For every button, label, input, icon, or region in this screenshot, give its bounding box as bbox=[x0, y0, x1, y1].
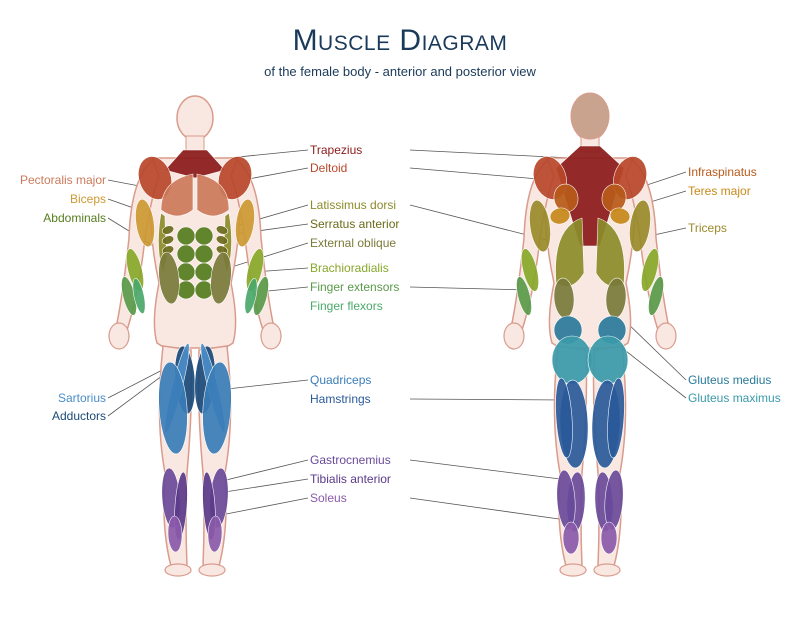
muscle-label: Trapezius bbox=[310, 143, 362, 157]
muscle-label: External oblique bbox=[310, 236, 396, 250]
muscle-label: Finger extensors bbox=[310, 280, 399, 294]
muscle-label: Triceps bbox=[688, 221, 727, 235]
muscle-label: Finger flexors bbox=[310, 299, 383, 313]
muscle-label: Latissimus dorsi bbox=[310, 198, 396, 212]
muscle-label: Gluteus medius bbox=[688, 373, 771, 387]
muscle-label: Biceps bbox=[70, 192, 106, 206]
muscle-label: Deltoid bbox=[310, 161, 347, 175]
muscle-label: Soleus bbox=[310, 491, 347, 505]
muscle-label: Gluteus maximus bbox=[688, 391, 781, 405]
muscle-label: Gastrocnemius bbox=[310, 453, 391, 467]
muscle-label: Sartorius bbox=[58, 391, 106, 405]
muscle-label: Teres major bbox=[688, 184, 751, 198]
muscle-label: Quadriceps bbox=[310, 373, 371, 387]
muscle-label: Brachioradialis bbox=[310, 261, 389, 275]
muscle-label: Infraspinatus bbox=[688, 165, 757, 179]
muscle-label: Hamstrings bbox=[310, 392, 371, 406]
muscle-label: Serratus anterior bbox=[310, 217, 399, 231]
muscle-label: Adductors bbox=[52, 409, 106, 423]
diagram-canvas bbox=[0, 0, 800, 618]
muscle-label: Pectoralis major bbox=[20, 173, 106, 187]
muscle-label: Tibialis anterior bbox=[310, 472, 391, 486]
muscle-label: Abdominals bbox=[43, 211, 106, 225]
